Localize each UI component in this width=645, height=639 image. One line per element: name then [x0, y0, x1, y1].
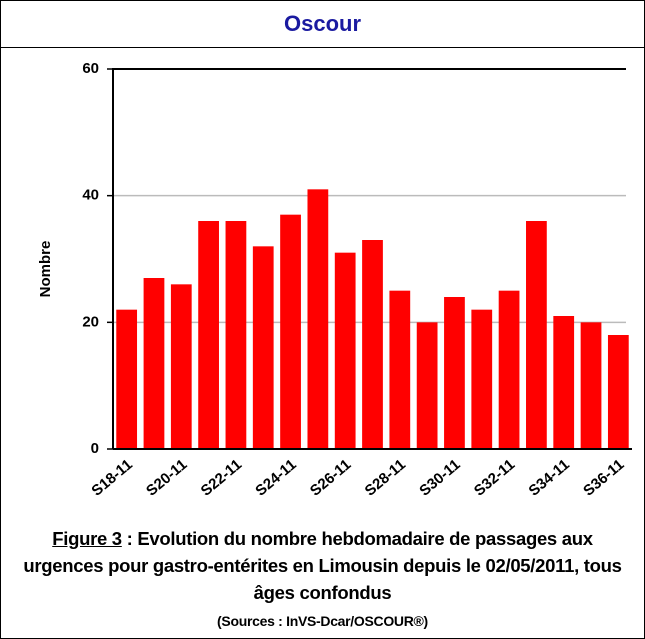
x-tick-label: S30-11: [416, 456, 463, 500]
bar: [389, 290, 411, 449]
bar: [143, 278, 165, 449]
y-tick-label: 40: [82, 187, 99, 204]
y-axis-label: Nombre: [37, 241, 54, 298]
bar: [607, 335, 629, 449]
x-tick-label: S22-11: [198, 456, 245, 500]
y-tick-label: 60: [82, 60, 99, 77]
bar: [553, 316, 575, 449]
bar: [170, 284, 192, 449]
caption-source: (Sources : InVS-Dcar/OSCOUR®): [217, 613, 428, 629]
bar: [498, 290, 520, 449]
bar: [362, 240, 383, 449]
bar: [334, 252, 356, 449]
x-tick-label: S18-11: [88, 456, 135, 500]
figure-label: Figure 3: [52, 528, 122, 549]
bar: [471, 309, 493, 449]
bar: [116, 309, 138, 449]
x-tick-label: S34-11: [525, 456, 572, 500]
bar: [526, 221, 547, 449]
caption-text: : Evolution du nombre hebdomadaire de pa…: [23, 528, 622, 603]
x-tick-label: S28-11: [362, 456, 409, 500]
bar: [198, 221, 219, 449]
x-tick-label: S20-11: [143, 456, 190, 500]
bar: [444, 297, 465, 449]
x-tick-label: S36-11: [580, 456, 627, 500]
bar: [416, 322, 438, 449]
y-tick-label: 0: [91, 440, 99, 457]
y-tick-label: 20: [82, 313, 99, 330]
x-tick-label: S32-11: [471, 456, 518, 500]
bar: [280, 214, 301, 449]
bar: [307, 189, 329, 450]
caption: Figure 3 : Evolution du nombre hebdomada…: [11, 525, 634, 633]
x-tick-label: S26-11: [307, 456, 354, 500]
x-tick-label: S24-11: [252, 456, 299, 500]
bar: [225, 221, 247, 449]
header-title: Oscour: [1, 1, 644, 48]
bar: [580, 322, 602, 449]
bar: [252, 246, 274, 449]
